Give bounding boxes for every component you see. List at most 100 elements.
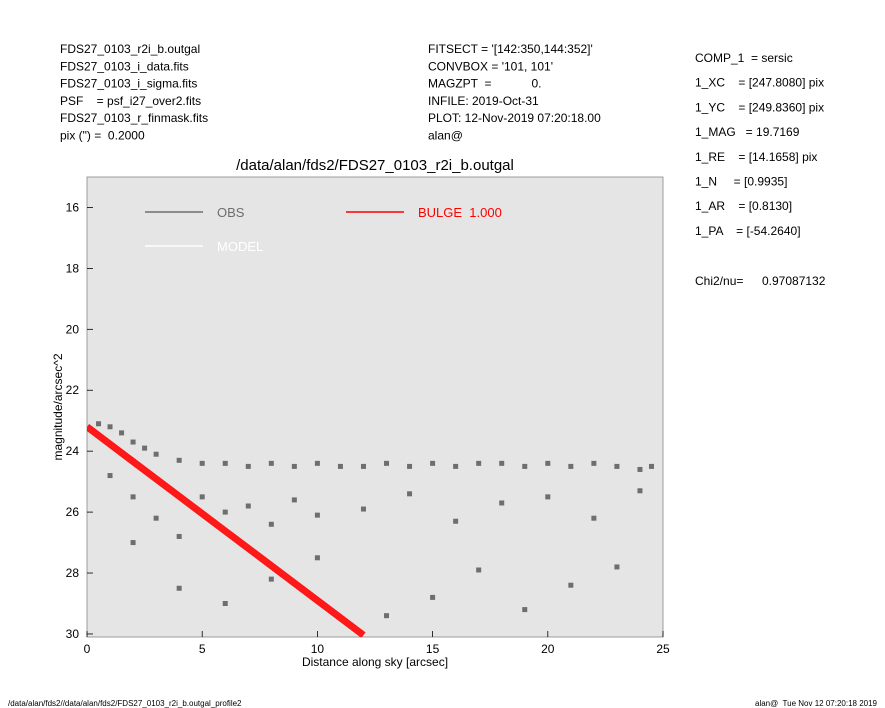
data-point [199, 494, 205, 500]
chi2-value: 0.97087132 [762, 274, 826, 288]
data-point [614, 564, 620, 570]
data-point [153, 451, 159, 457]
data-point [568, 582, 574, 588]
y-axis-label: magnitude/arcsec^2 [51, 353, 65, 460]
data-point [591, 515, 597, 521]
x-tick-label: 10 [311, 642, 325, 656]
header-middle-line: FITSECT = '[142:350,144:352]' [428, 42, 593, 56]
data-point [637, 466, 643, 472]
y-tick-label: 24 [66, 444, 80, 458]
data-point [522, 463, 528, 469]
data-point [453, 463, 459, 469]
fit-parameter: 1_XC = [247.8080] pix [695, 76, 824, 90]
header-middle-line: PLOT: 12-Nov-2019 07:20:18.00 [428, 111, 601, 125]
x-tick-label: 0 [84, 642, 91, 656]
profile-line [87, 424, 366, 637]
data-point [130, 494, 136, 500]
fit-parameter: 1_PA = [-54.2640] [695, 224, 801, 238]
x-axis-label: Distance along sky [arcsec] [302, 655, 448, 669]
data-point [291, 463, 297, 469]
data-point [268, 460, 274, 466]
header-left-line: PSF = psf_i27_over2.fits [60, 94, 201, 108]
data-point [407, 491, 413, 497]
data-point [453, 518, 459, 524]
footer-left: /data/alan/fds2//data/alan/fds2/FDS27_01… [8, 699, 242, 708]
data-point [107, 424, 113, 430]
data-point [314, 555, 320, 561]
header-left-line: FDS27_0103_r2i_b.outgal [60, 42, 200, 56]
data-point [119, 430, 125, 436]
data-point [545, 460, 551, 466]
header-left-line: FDS27_0103_r_finmask.fits [60, 111, 208, 125]
data-point [430, 594, 436, 600]
x-tick-label: 15 [426, 642, 440, 656]
data-point [637, 488, 643, 494]
data-point [130, 540, 136, 546]
data-point [499, 500, 505, 506]
data-point [176, 585, 182, 591]
legend-label: OBS [217, 205, 245, 220]
header-middle-line: alan@ [428, 129, 463, 143]
data-point [314, 512, 320, 518]
data-point [337, 463, 343, 469]
data-point [591, 460, 597, 466]
data-point [107, 473, 113, 479]
data-point [407, 463, 413, 469]
data-point [222, 460, 228, 466]
data-point [384, 613, 390, 619]
y-tick-label: 20 [66, 322, 80, 336]
data-point [222, 509, 228, 515]
data-point [222, 600, 228, 606]
plot-content [87, 421, 654, 637]
y-tick-label: 16 [66, 200, 80, 214]
fit-parameter: 1_YC = [249.8360] pix [695, 100, 824, 114]
legend-label: MODEL [217, 239, 263, 254]
data-point [314, 460, 320, 466]
legend-label: BULGE 1.000 [418, 205, 502, 220]
data-point [430, 460, 436, 466]
fit-parameter: 1_MAG = 19.7169 [695, 125, 800, 139]
data-point [476, 460, 482, 466]
header-left-line: FDS27_0103_i_sigma.fits [60, 77, 197, 91]
y-tick-label: 30 [66, 627, 80, 641]
y-tick-label: 18 [66, 261, 80, 275]
fit-parameter: COMP_1 = sersic [695, 51, 793, 65]
data-point [176, 533, 182, 539]
data-point [96, 421, 102, 427]
x-tick-label: 20 [541, 642, 555, 656]
fit-parameter: 1_RE = [14.1658] pix [695, 150, 817, 164]
data-point [268, 521, 274, 527]
data-point [360, 506, 366, 512]
data-point [476, 567, 482, 573]
data-point [245, 463, 251, 469]
data-point [199, 460, 205, 466]
data-point [384, 460, 390, 466]
y-tick-label: 22 [66, 383, 80, 397]
header-middle-line: MAGZPT = 0. [428, 77, 541, 91]
data-point [614, 463, 620, 469]
chi2-label: Chi2/nu= [695, 274, 743, 288]
data-point [130, 439, 136, 445]
data-point [245, 503, 251, 509]
header-left-line: FDS27_0103_i_data.fits [60, 59, 189, 73]
x-tick-label: 25 [656, 642, 670, 656]
data-point [268, 576, 274, 582]
data-point [176, 457, 182, 463]
header-middle-line: CONVBOX = '101, 101' [428, 59, 553, 73]
footer-right: alan@ Tue Nov 12 07:20:18 2019 [755, 699, 878, 708]
y-tick-label: 28 [66, 566, 80, 580]
data-point [648, 463, 654, 469]
fit-parameter: 1_N = [0.9935] [695, 175, 787, 189]
data-point [142, 445, 148, 451]
data-point [545, 494, 551, 500]
header-middle-line: INFILE: 2019-Oct-31 [428, 94, 539, 108]
data-point [153, 515, 159, 521]
plot-area [86, 176, 664, 638]
fit-parameter: 1_AR = [0.8130] [695, 199, 792, 213]
chart-title: /data/alan/fds2/FDS27_0103_r2i_b.outgal [236, 157, 514, 174]
header-left-line: pix (") = 0.2000 [60, 129, 145, 143]
data-point [291, 497, 297, 503]
data-point [499, 460, 505, 466]
x-tick-label: 5 [199, 642, 206, 656]
